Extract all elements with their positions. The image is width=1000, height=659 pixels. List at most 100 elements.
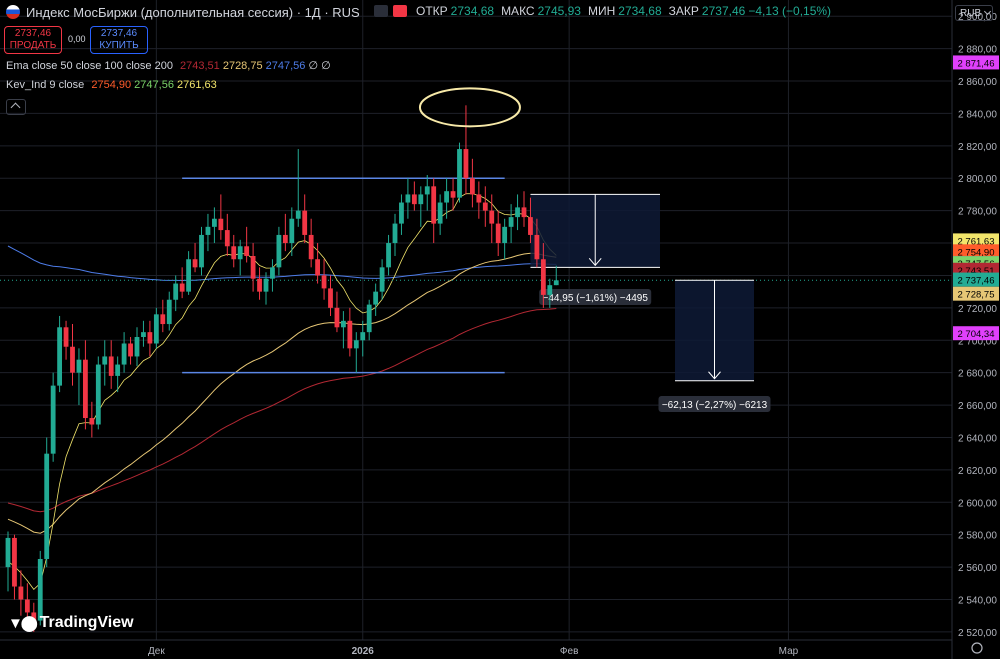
logo-text: TradingView [39, 614, 134, 631]
candle-body [212, 218, 217, 227]
sell-price: 2737,46 [14, 28, 52, 39]
ema-value-2: 2728,75 [222, 60, 263, 72]
kev-indicator-legend[interactable]: Kev_Ind 9 close 2754,90 2747,56 2761,63 [6, 79, 217, 91]
measure-1-label-bg [539, 289, 652, 305]
price-tag-label: 2 871,46 [958, 58, 995, 69]
collapse-legend-button[interactable] [6, 99, 26, 115]
alert-icon[interactable] [393, 5, 407, 17]
x-tick-label: Дек [148, 646, 165, 657]
candle-body [244, 246, 250, 256]
y-tick-label: 2 720,00 [958, 304, 997, 315]
candle-body [205, 226, 211, 235]
ohlc-open-key: ОТКР [416, 4, 448, 18]
ema-value-1: 2743,51 [180, 60, 220, 72]
settings-gear-icon [971, 642, 983, 654]
candle-body [444, 191, 449, 203]
candle-body [270, 267, 275, 279]
ohlc-low-value: 2734,68 [618, 4, 662, 18]
y-tick-label: 2 540,00 [958, 595, 997, 606]
candle-body [70, 346, 75, 373]
ohlc-change-value: −4,13 (−0,15%) [748, 4, 832, 18]
candle-body [141, 332, 146, 338]
candle-body [360, 332, 366, 341]
price-tag-label: 2 728,75 [958, 290, 995, 301]
y-tick-label: 2 520,00 [958, 628, 997, 639]
price-tag-label: 2 761,63 [958, 236, 995, 247]
candle-body [108, 356, 114, 376]
ema50-line [7, 308, 557, 513]
ohlc-high-value: 2745,93 [537, 4, 581, 18]
candle-body [424, 186, 430, 195]
candle-body [373, 291, 379, 305]
candle-body [341, 320, 346, 328]
candle-body [431, 186, 437, 224]
candle-body [147, 332, 153, 344]
candle-body [289, 218, 295, 244]
y-tick-label: 2 640,00 [958, 433, 997, 444]
candle-body [250, 256, 256, 279]
candle-body [102, 356, 108, 365]
candle-body [476, 194, 482, 203]
candle-body [392, 223, 398, 244]
ema200-line [7, 245, 557, 282]
y-tick-label: 2 820,00 [958, 142, 997, 153]
tradingview-logo: ▼⬤ TradingView [8, 614, 134, 632]
x-tick-label: Мар [779, 646, 799, 657]
ema-value-5: ∅ [321, 60, 331, 72]
candle-body [489, 210, 495, 224]
y-tick-label: 2 700,00 [958, 336, 997, 347]
chevron-down-icon [984, 7, 992, 16]
ohlc-low-key: МИН [587, 4, 616, 18]
y-tick-label: 2 580,00 [958, 531, 997, 542]
buy-button[interactable]: 2737,46 КУПИТЬ [90, 26, 148, 54]
currency-select[interactable]: RUB [955, 5, 993, 21]
ohlc-close-key: ЗАКР [668, 4, 699, 18]
price-tag-bg [953, 326, 999, 341]
kev-value-1: 2754,90 [91, 79, 132, 91]
candle-body [263, 278, 269, 292]
candle-body [553, 280, 559, 286]
measure-1-label: −44,95 (−1,61%) −4495 [543, 293, 649, 304]
candle-body [295, 210, 301, 219]
symbol-title[interactable]: Индекс МосБиржи (дополнительная сессия) … [26, 4, 360, 20]
ohlc-readout: ОТКР 2734,68 МАКС 2745,93 МИН 2734,68 ЗА… [374, 4, 831, 18]
y-tick-label: 2 780,00 [958, 207, 997, 218]
candle-body [186, 259, 191, 292]
candle-body [470, 178, 475, 195]
candle-body [457, 149, 462, 198]
candle-body [153, 314, 159, 344]
candle-body [257, 278, 262, 292]
price-tag-label: 2 737,46 [958, 276, 995, 287]
candle-body [128, 343, 133, 357]
y-tick-label: 2 600,00 [958, 498, 997, 509]
candle-body [308, 234, 314, 260]
candle-body [508, 217, 514, 227]
ema-indicator-legend[interactable]: Ema close 50 close 100 close 200 2743,51… [6, 59, 331, 72]
kev-indicator-name: Kev_Ind 9 close [6, 79, 85, 91]
candle-body [231, 246, 237, 260]
ema-indicator-name: Ema close 50 close 100 close 200 [6, 60, 173, 72]
candle-body [399, 202, 404, 224]
candle-body [44, 453, 50, 559]
candle-body [528, 217, 533, 235]
candle-body [37, 558, 43, 621]
measure-2-label: −62,13 (−2,27%) −6213 [662, 400, 768, 411]
candle-body [463, 149, 469, 179]
candle-body [115, 364, 121, 376]
price-tag-bg [953, 272, 999, 287]
candle-body [411, 194, 417, 205]
kev-value-2: 2747,56 [134, 79, 174, 91]
candle-body [515, 207, 520, 218]
candle-body [121, 343, 127, 365]
candle-body [199, 234, 204, 268]
price-tag-bg [953, 286, 999, 301]
spread-value: 0,00 [68, 34, 86, 44]
sell-button[interactable]: 2737,46 ПРОДАТЬ [4, 26, 62, 54]
eye-icon[interactable] [374, 5, 388, 17]
candle-body [379, 267, 385, 292]
sell-label: ПРОДАТЬ [9, 40, 57, 51]
candle-body [179, 283, 185, 292]
y-tick-label: 2 880,00 [958, 45, 997, 56]
candle-body [347, 320, 353, 349]
